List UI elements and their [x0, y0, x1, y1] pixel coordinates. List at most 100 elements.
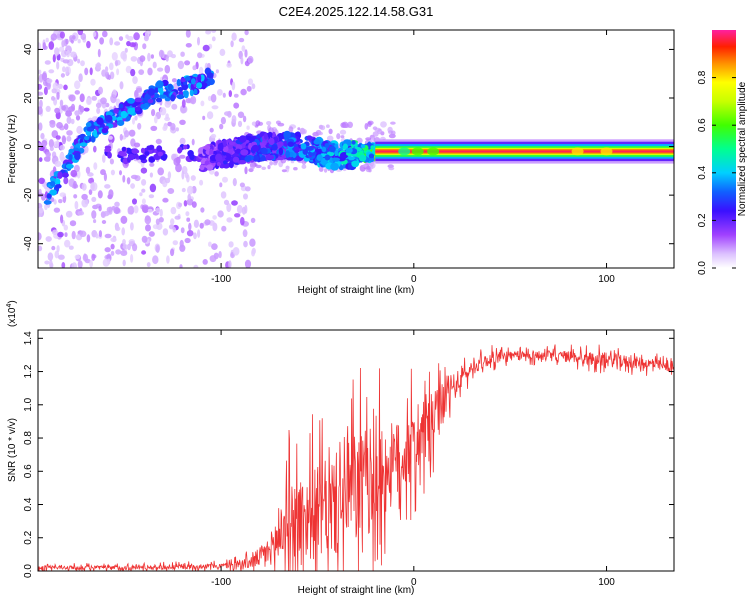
noise-blob — [38, 91, 44, 96]
noise-blob — [250, 162, 255, 170]
noise-blob — [183, 200, 188, 207]
noise-blob — [136, 87, 142, 93]
noise-blob — [71, 262, 77, 268]
noise-blob — [110, 94, 117, 104]
noise-blob — [70, 169, 78, 178]
noise-blob — [172, 240, 178, 246]
colorbar-tick-label: 0.0 — [697, 261, 708, 275]
main-trace-blob — [348, 156, 355, 161]
main-trace-blob — [287, 141, 295, 147]
noise-blob — [65, 110, 72, 117]
y-tick-label: 0.4 — [23, 497, 34, 511]
main-trace-blob — [215, 153, 223, 162]
noise-blob — [162, 197, 169, 203]
main-trace-blob — [240, 149, 249, 156]
noise-blob — [228, 260, 232, 268]
noise-blob — [297, 127, 301, 131]
band-blob — [133, 153, 139, 158]
noise-blob — [367, 121, 372, 127]
noise-blob — [108, 189, 114, 199]
noise-blob — [186, 230, 194, 237]
noise-blob — [38, 188, 42, 195]
noise-blob — [184, 172, 189, 179]
noise-blob — [170, 123, 176, 131]
band-blob — [146, 145, 155, 151]
snr-x-label: Height of straight line (km) — [298, 585, 415, 596]
rising-branch-blob — [62, 172, 69, 178]
main-trace-blob — [316, 154, 323, 162]
rising-branch-blob — [147, 88, 155, 96]
noise-blob — [115, 60, 118, 67]
x-tick-label: 0 — [411, 577, 417, 588]
noise-blob — [100, 169, 106, 176]
noise-blob — [215, 69, 219, 74]
main-trace-blob — [338, 165, 344, 171]
noise-blob — [184, 60, 191, 66]
rising-branch-blob — [113, 107, 119, 114]
noise-blob — [180, 51, 185, 57]
noise-blob — [120, 215, 128, 224]
rising-branch-blob — [93, 129, 98, 138]
noise-blob — [255, 120, 261, 127]
noise-blob — [48, 139, 55, 148]
main-trace-blob — [263, 132, 268, 140]
spectrogram-y-ticks: -40 -20 0 20 40 — [23, 43, 674, 251]
noise-blob — [109, 158, 114, 165]
rising-branch-blob — [177, 87, 184, 92]
noise-blob — [130, 68, 136, 77]
noise-blob — [98, 230, 102, 238]
colorbar-tick-label: 0.2 — [697, 213, 708, 227]
rising-branch-blob — [167, 83, 173, 92]
noise-blob — [84, 258, 91, 264]
noise-blob — [133, 32, 140, 41]
main-trace-blob — [305, 146, 314, 151]
noise-blob — [150, 54, 154, 59]
noise-blob — [236, 204, 243, 214]
noise-blob — [251, 83, 256, 90]
noise-blob — [380, 121, 387, 128]
noise-blob — [77, 210, 85, 216]
noise-blob — [120, 250, 128, 256]
noise-blob — [223, 199, 230, 205]
noise-blob — [222, 176, 228, 183]
noise-blob — [167, 188, 175, 194]
main-trace-blob — [306, 135, 313, 140]
noise-blob — [114, 41, 121, 46]
noise-blob — [185, 43, 192, 48]
noise-blob — [66, 116, 72, 124]
band-blob — [156, 145, 163, 152]
noise-blob — [167, 171, 172, 180]
noise-blob — [238, 37, 245, 43]
noise-blob — [98, 205, 102, 212]
noise-blob — [70, 51, 77, 58]
noise-blob — [364, 123, 369, 130]
y-tick-label: 40 — [23, 43, 34, 55]
noise-blob — [124, 130, 130, 138]
main-trace-blob — [267, 131, 273, 138]
noise-blob — [179, 119, 186, 126]
band-blob — [144, 151, 150, 157]
noise-blob — [122, 175, 126, 183]
noise-blob — [191, 201, 197, 208]
noise-blob — [152, 255, 159, 265]
noise-blob — [369, 161, 376, 169]
noise-blob — [151, 109, 156, 117]
noise-blob — [220, 116, 226, 125]
main-trace-blob — [248, 137, 255, 142]
main-trace-blob — [358, 154, 367, 162]
noise-blob — [288, 126, 294, 133]
noise-blob — [77, 30, 84, 36]
noise-blob — [68, 245, 74, 250]
rising-branch-blob — [127, 107, 135, 115]
colorbar-label: Normalized spectral amplitude — [737, 81, 748, 216]
noise-blob — [209, 127, 214, 133]
rising-branch-blob — [206, 72, 214, 78]
rising-branch-blob — [90, 135, 96, 143]
noise-blob — [102, 258, 110, 267]
noise-blob — [77, 260, 83, 268]
noise-blob — [340, 135, 345, 139]
noise-blob — [179, 137, 186, 145]
noise-blob — [96, 62, 101, 70]
noise-blob — [120, 50, 127, 60]
